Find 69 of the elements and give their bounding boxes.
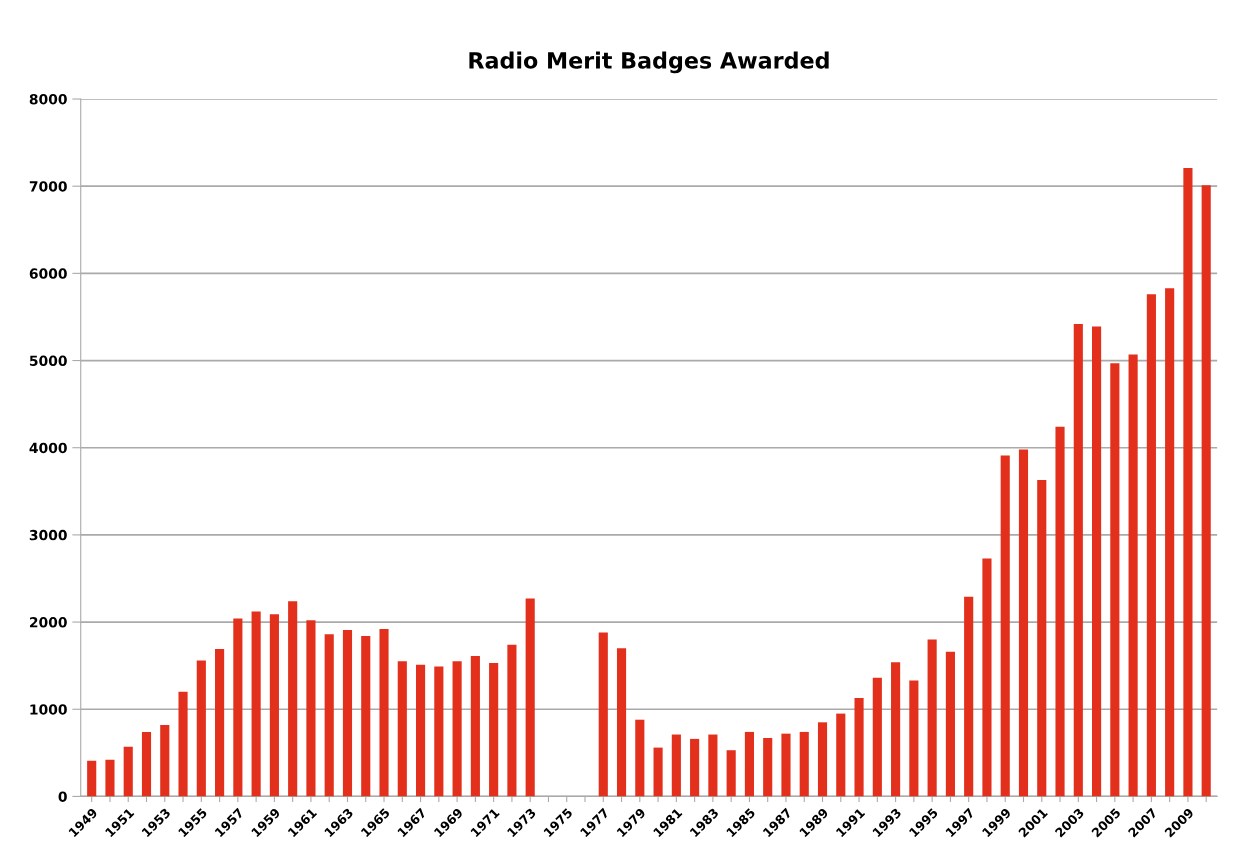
bar [1165,288,1175,797]
y-tick-label: 6000 [29,268,67,279]
bar [1128,354,1138,797]
bar [817,722,828,797]
bar [434,666,444,797]
bar [397,661,407,797]
bar [836,713,846,797]
bar [1055,426,1065,797]
y-tick-label: 7000 [29,181,67,192]
y-tick-label: 3000 [29,529,67,541]
y-tick-label: 2000 [29,617,67,628]
bar [1000,455,1010,797]
bar [891,662,901,797]
bar [1183,167,1193,797]
bar [653,747,663,797]
bar [635,719,645,797]
bar [379,629,389,797]
bar [763,738,773,797]
y-tick-label: 8000 [29,93,67,105]
bar [306,620,316,797]
bar [1146,294,1156,797]
bar [196,660,206,797]
bar [1092,326,1102,797]
bar [1201,185,1211,797]
bar [1018,449,1029,797]
bar [726,750,736,797]
bar [361,636,371,797]
bar [1037,479,1047,797]
bar [324,634,334,797]
y-tick-label: 5000 [29,355,67,367]
bar [945,651,955,797]
bar [215,649,225,797]
bar [598,632,608,797]
bar [251,611,261,797]
bar [233,618,243,797]
chart-title: Radio Merit Badges Awarded [469,51,829,74]
bar [416,664,426,797]
y-tick-label: 4000 [29,442,67,454]
y-tick-label: 0 [58,791,67,802]
bar [964,596,974,797]
bar [1110,363,1120,797]
bar [909,680,919,797]
bar [616,648,627,797]
bar [671,734,681,797]
bar [141,731,152,797]
y-tick-label: 1000 [30,704,67,715]
bar [1073,323,1083,797]
bar [525,598,535,797]
bar [781,733,791,797]
bar [690,738,700,797]
bar [105,759,115,797]
bar [744,731,754,797]
bar [288,601,298,797]
bar [489,663,499,797]
bar [927,639,937,797]
bar [452,661,462,797]
bar [872,677,882,797]
bar [87,760,97,797]
bar [178,691,188,797]
bar [160,724,170,797]
bar [708,734,718,797]
bar [799,731,809,797]
bar [507,644,517,797]
bar [269,614,279,797]
bar [123,746,133,797]
bar [854,697,864,797]
bar [982,558,992,797]
bar [470,656,480,797]
bar [342,629,353,797]
